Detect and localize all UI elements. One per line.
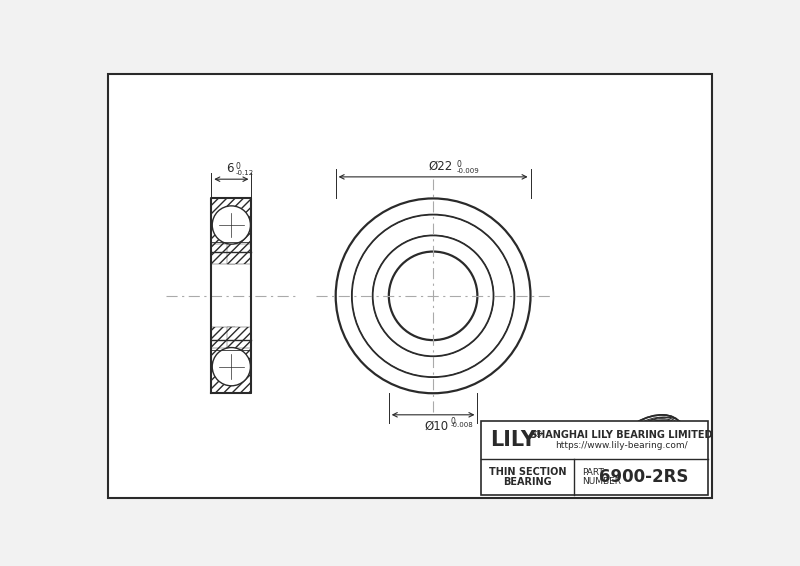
Text: -0.009: -0.009 — [457, 168, 480, 174]
Text: Ø22: Ø22 — [429, 159, 453, 172]
Text: 0: 0 — [457, 160, 462, 169]
Text: ®: ® — [534, 430, 543, 439]
Text: -0.12: -0.12 — [236, 170, 254, 176]
Ellipse shape — [619, 420, 678, 464]
Bar — [211, 345, 251, 393]
Bar — [227, 327, 251, 348]
Circle shape — [334, 197, 532, 395]
Text: NUMBER: NUMBER — [582, 477, 621, 486]
Text: Ø10: Ø10 — [425, 420, 449, 433]
Text: THIN SECTION: THIN SECTION — [489, 468, 566, 477]
Text: -0.008: -0.008 — [451, 422, 474, 428]
Bar — [211, 327, 235, 348]
Bar — [211, 199, 251, 247]
Bar — [481, 421, 708, 495]
Text: 0: 0 — [451, 417, 456, 426]
Bar — [211, 243, 235, 264]
Bar — [210, 197, 253, 395]
Text: BEARING: BEARING — [503, 477, 552, 487]
Text: 6900-2RS: 6900-2RS — [598, 468, 688, 486]
Text: 6: 6 — [226, 161, 234, 174]
Text: PART: PART — [582, 468, 603, 477]
Text: SHANGHAI LILY BEARING LIMITED: SHANGHAI LILY BEARING LIMITED — [530, 430, 713, 440]
Text: LILY: LILY — [490, 430, 536, 450]
Bar — [227, 243, 251, 264]
Circle shape — [212, 206, 250, 244]
Circle shape — [212, 348, 250, 386]
Text: https://www.lily-bearing.com/: https://www.lily-bearing.com/ — [555, 441, 688, 451]
Text: 0: 0 — [236, 162, 241, 171]
